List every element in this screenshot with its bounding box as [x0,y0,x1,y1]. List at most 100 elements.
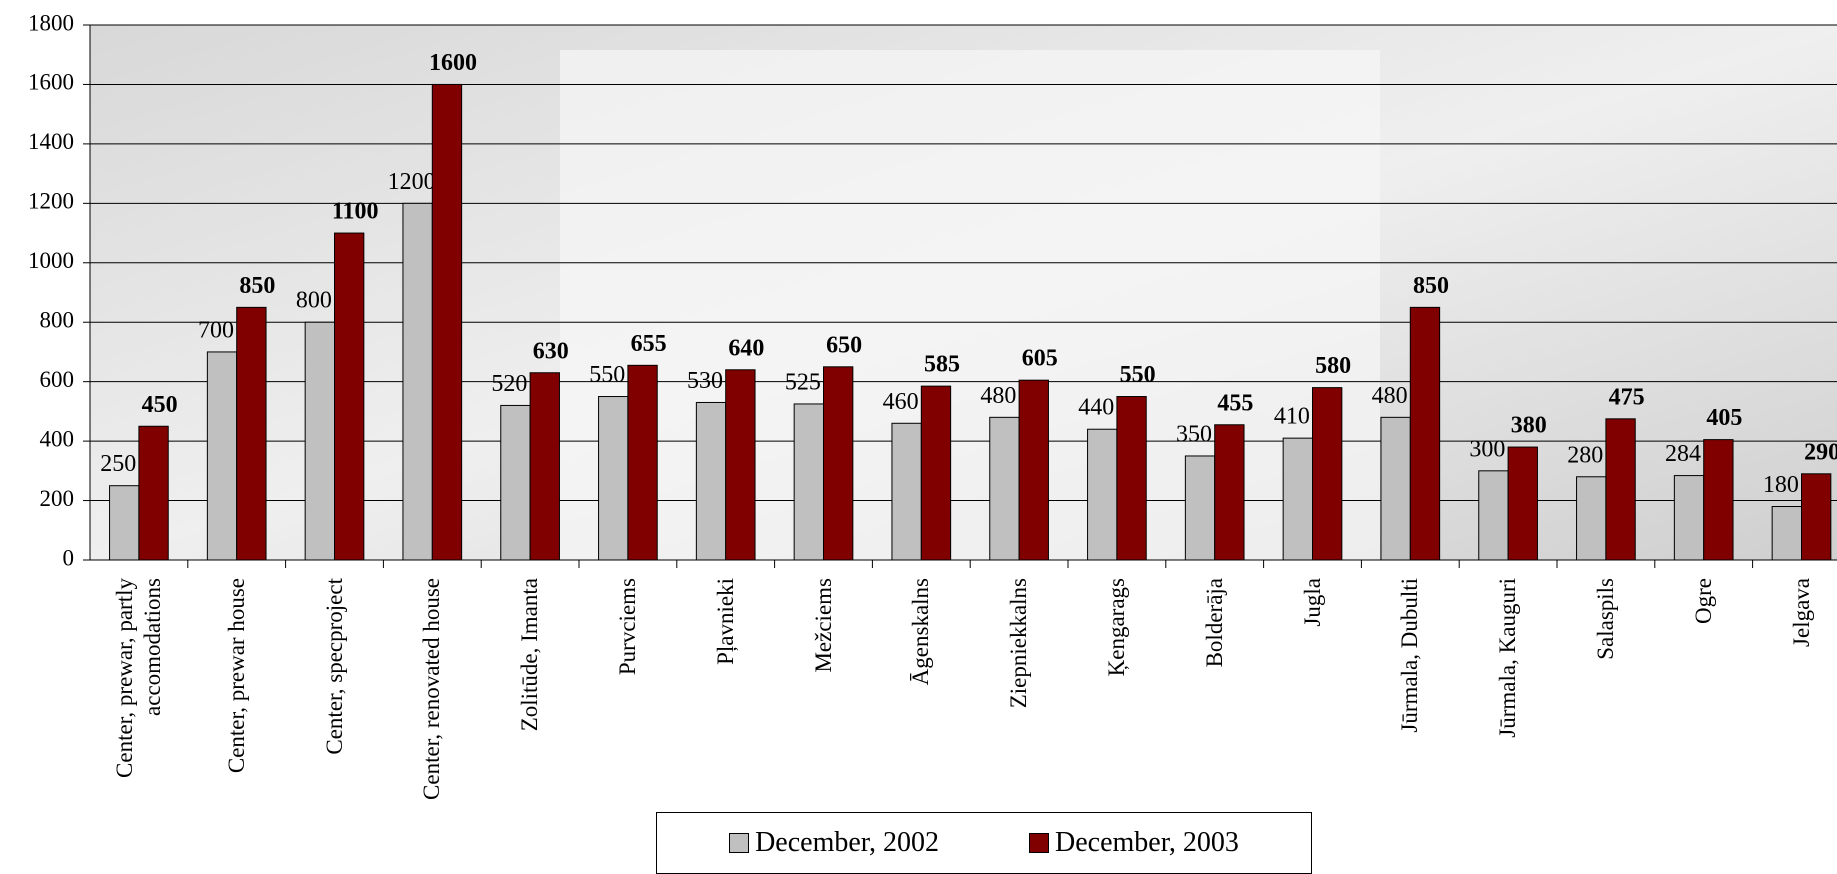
bar [431,83,463,561]
data-label: 850 [1413,273,1449,299]
data-label: 800 [296,288,332,314]
data-label: 655 [631,331,667,357]
legend-label: December, 2003 [1055,827,1239,858]
bar [236,306,267,561]
data-label: 650 [826,332,862,358]
bar [1478,470,1509,561]
legend-item: December, 2003 [1029,827,1239,859]
data-label: 440 [1078,395,1114,421]
y-tick-label: 1200 [28,189,74,214]
y-tick-label: 400 [40,426,75,451]
bar [304,321,336,561]
y-tick-label: 800 [40,308,75,333]
bar [402,202,433,561]
y-tick-label: 0 [63,545,75,570]
x-tick-label: Salaspils [1592,578,1618,660]
x-tick-label: Center, prewar, partly accomodations [111,578,165,778]
bar [1703,439,1734,561]
legend-item: December, 2002 [729,827,939,859]
data-label: 455 [1217,390,1253,416]
bar [206,351,238,561]
y-tick-label: 1000 [28,248,74,273]
bar [891,422,922,561]
data-label: 284 [1665,441,1701,467]
bar [500,404,531,561]
data-label: 380 [1511,413,1547,439]
y-tick-label: 200 [40,486,75,511]
x-tick-label: Purvciems [614,578,640,676]
bar [138,425,169,561]
data-label: 410 [1274,404,1310,430]
data-label: 250 [100,451,136,477]
data-label: 450 [142,392,178,418]
bar [1116,396,1147,561]
y-tick-label: 1800 [28,10,74,35]
bar [1282,437,1314,561]
bar [627,364,658,561]
data-label: 700 [198,317,234,343]
data-label: 640 [728,335,764,361]
data-label: 525 [785,369,821,395]
x-tick-label: Center, specproject [321,578,347,755]
data-label: 290 [1804,439,1837,465]
x-tick-label: Center, prewar house [223,578,249,774]
x-tick-label: Center, renovated house [419,578,445,800]
bar [1312,387,1343,561]
bar [598,396,629,561]
legend-swatch [729,833,750,853]
x-tick-label: Jūrmala, Kauguri [1495,578,1521,738]
bar [920,385,952,561]
bar [1673,475,1705,561]
data-label: 850 [239,273,275,299]
data-label: 585 [924,352,960,378]
y-tick-label: 600 [40,367,75,392]
bar [1801,473,1832,561]
legend-swatch [1029,833,1049,853]
data-label: 480 [980,383,1016,409]
bar [1184,455,1216,561]
x-tick-label: Jelgava [1788,578,1814,647]
data-label: 630 [533,338,569,364]
data-label: 460 [883,389,919,415]
bar [989,416,1020,561]
bar [1605,418,1636,561]
x-tick-label: Jūrmala, Dubulti [1397,578,1423,733]
data-label: 180 [1763,472,1799,498]
bar [695,401,727,561]
bar [109,485,140,561]
data-label: 475 [1609,384,1645,410]
data-label: 405 [1706,405,1742,431]
bar [1018,379,1049,561]
data-label: 550 [1120,362,1156,388]
bar [1380,416,1411,561]
legend-label: December, 2002 [755,827,939,858]
data-label: 280 [1567,442,1603,468]
bar [1214,424,1245,561]
data-label: 550 [589,362,625,388]
bar [334,232,365,561]
x-tick-label: Ogre [1690,578,1716,624]
bar [725,369,756,561]
data-label: 350 [1176,421,1212,447]
legend: December, 2002 December, 2003 [656,812,1312,874]
bar [1087,428,1118,561]
data-label: 605 [1022,346,1058,372]
data-label: 520 [491,371,527,397]
bar [1771,506,1803,561]
data-label: 480 [1372,383,1408,409]
data-label: 580 [1315,353,1351,379]
data-label: 300 [1469,436,1505,462]
bar [1576,476,1607,561]
data-label: 1100 [332,199,379,225]
x-tick-label: Zolitūde, Imanta [517,578,543,732]
data-label: 1200 [388,169,436,195]
building-backdrop [560,50,1380,560]
data-label: 1600 [429,50,477,76]
data-label: 530 [687,368,723,394]
bar [1507,446,1538,561]
bar [1409,306,1441,561]
bar [529,372,560,561]
y-tick-label: 1600 [28,70,74,95]
